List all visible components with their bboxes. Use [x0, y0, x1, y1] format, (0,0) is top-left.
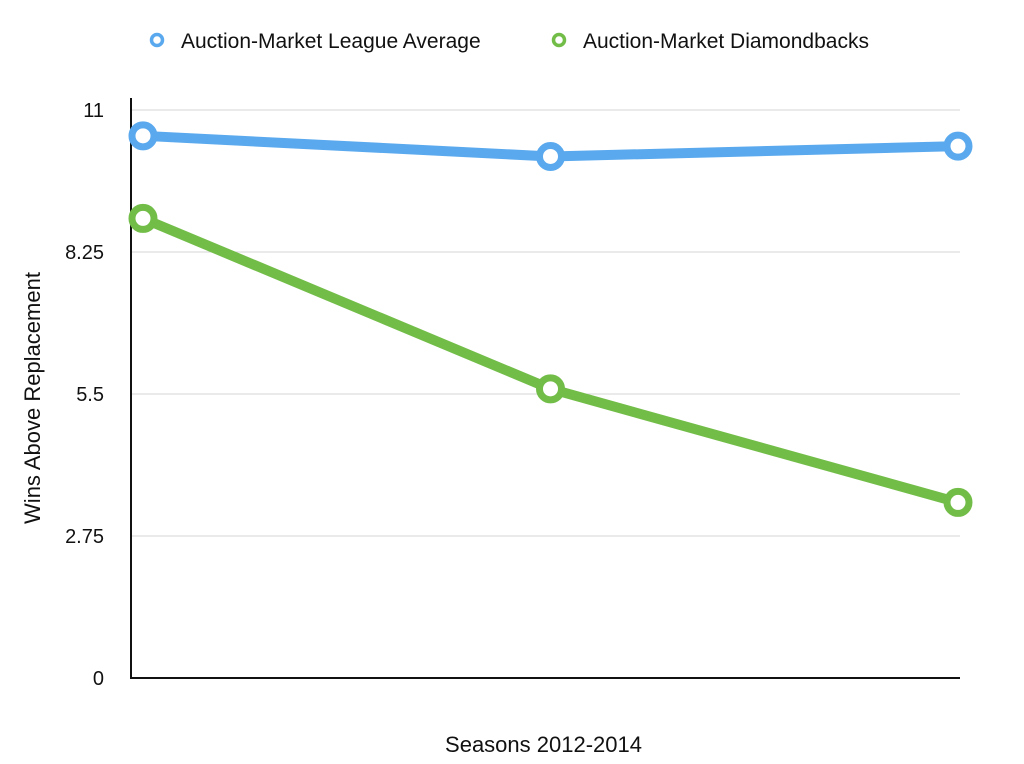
- y-axis-title: Wins Above Replacement: [20, 272, 45, 524]
- series-line: [138, 213, 963, 508]
- data-point: [536, 374, 565, 404]
- series-2: [128, 203, 973, 517]
- legend-label: Auction-Market League Average: [181, 30, 481, 53]
- data-point: [128, 203, 158, 233]
- data-point: [943, 487, 973, 517]
- y-tick-label: 11: [83, 100, 104, 122]
- legend-item: Auction-Market League Average: [149, 30, 481, 53]
- legend-item: Auction-Market Diamondbacks: [551, 30, 869, 53]
- series-lines: [128, 121, 973, 517]
- series-1: [128, 121, 973, 171]
- legend-label: Auction-Market Diamondbacks: [583, 30, 869, 53]
- grid-lines: [131, 109, 960, 537]
- legend: Auction-Market League Average Auction-Mar…: [149, 30, 869, 53]
- y-tick-label: 0: [93, 668, 104, 690]
- data-point: [536, 141, 565, 171]
- y-tick-labels: 0 2.75 5.5 8.25 11: [65, 100, 104, 690]
- y-tick-label: 5.5: [76, 384, 104, 406]
- y-tick-label: 2.75: [65, 526, 104, 548]
- y-tick-label: 8.25: [65, 242, 104, 264]
- legend-marker: [551, 32, 567, 48]
- x-axis-title: Seasons 2012-2014: [445, 732, 642, 757]
- legend-marker: [149, 32, 165, 48]
- data-point: [128, 121, 158, 151]
- data-point: [943, 131, 973, 161]
